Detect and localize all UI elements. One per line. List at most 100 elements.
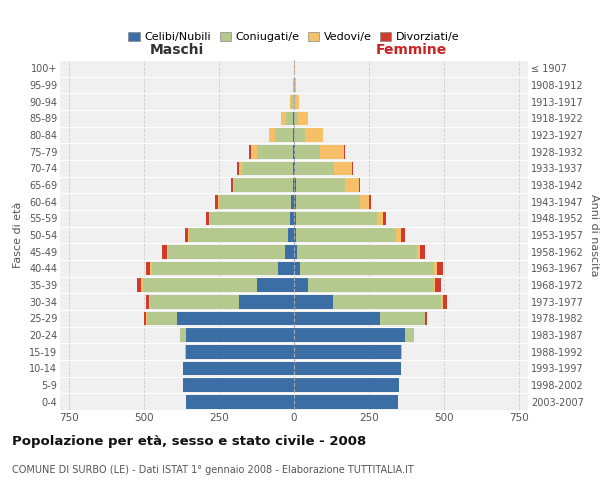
Bar [146, 295, 149, 308]
Bar [137, 278, 141, 292]
Bar [295, 78, 296, 92]
Bar [360, 195, 369, 208]
Bar [275, 128, 293, 142]
Bar [180, 328, 186, 342]
Bar [293, 128, 294, 142]
Bar [286, 112, 293, 125]
Y-axis label: Fasce di età: Fasce di età [13, 202, 23, 268]
Bar [333, 295, 441, 308]
Bar [345, 178, 359, 192]
Bar [437, 262, 443, 275]
Bar [277, 262, 294, 275]
Bar [150, 262, 151, 275]
Bar [369, 195, 371, 208]
Bar [294, 345, 401, 358]
Bar [396, 228, 401, 242]
Bar [425, 312, 427, 325]
Bar [380, 312, 425, 325]
Bar [241, 162, 293, 175]
Bar [294, 295, 333, 308]
Bar [257, 145, 293, 158]
Legend: Celibi/Nubili, Coniugati/e, Vedovi/e, Divorziati/e: Celibi/Nubili, Coniugati/e, Vedovi/e, Di… [124, 27, 464, 46]
Bar [420, 245, 425, 258]
Bar [291, 195, 294, 208]
Bar [298, 112, 308, 125]
Bar [257, 278, 294, 292]
Bar [185, 345, 186, 358]
Bar [177, 312, 294, 325]
Bar [294, 395, 398, 408]
Bar [146, 262, 150, 275]
Bar [187, 228, 189, 242]
Bar [294, 328, 405, 342]
Bar [219, 195, 291, 208]
Bar [294, 228, 296, 242]
Bar [294, 378, 399, 392]
Bar [435, 278, 441, 292]
Y-axis label: Anni di nascita: Anni di nascita [589, 194, 599, 276]
Bar [183, 378, 294, 392]
Text: Maschi: Maschi [150, 42, 204, 56]
Bar [296, 212, 377, 225]
Text: Femmine: Femmine [376, 42, 446, 56]
Bar [151, 262, 277, 275]
Bar [294, 212, 296, 225]
Text: Popolazione per età, sesso e stato civile - 2008: Popolazione per età, sesso e stato civil… [12, 435, 366, 448]
Bar [141, 278, 143, 292]
Bar [285, 245, 294, 258]
Bar [294, 145, 295, 158]
Bar [443, 295, 447, 308]
Bar [320, 145, 344, 158]
Bar [146, 312, 147, 325]
Bar [239, 295, 294, 308]
Bar [186, 345, 294, 358]
Bar [295, 128, 305, 142]
Bar [293, 112, 294, 125]
Bar [401, 345, 402, 358]
Bar [249, 145, 251, 158]
Bar [296, 228, 396, 242]
Bar [215, 195, 218, 208]
Bar [251, 145, 257, 158]
Bar [209, 212, 210, 225]
Bar [293, 78, 294, 92]
Bar [210, 212, 290, 225]
Bar [334, 162, 352, 175]
Bar [294, 278, 308, 292]
Bar [295, 145, 320, 158]
Bar [294, 312, 380, 325]
Bar [377, 212, 383, 225]
Bar [294, 162, 295, 175]
Bar [239, 162, 241, 175]
Bar [295, 162, 334, 175]
Bar [417, 245, 420, 258]
Bar [292, 95, 294, 108]
Bar [185, 228, 187, 242]
Bar [189, 228, 288, 242]
Bar [295, 112, 298, 125]
Bar [294, 195, 296, 208]
Bar [405, 328, 414, 342]
Bar [294, 95, 295, 108]
Bar [233, 178, 234, 192]
Bar [183, 362, 294, 375]
Bar [168, 245, 285, 258]
Bar [234, 178, 293, 192]
Bar [297, 245, 417, 258]
Bar [344, 145, 345, 158]
Bar [231, 178, 233, 192]
Bar [296, 195, 360, 208]
Bar [401, 228, 405, 242]
Bar [144, 312, 146, 325]
Bar [433, 278, 435, 292]
Bar [294, 245, 297, 258]
Bar [383, 212, 386, 225]
Bar [237, 162, 239, 175]
Bar [281, 112, 286, 125]
Bar [441, 295, 443, 308]
Bar [143, 278, 257, 292]
Bar [293, 145, 294, 158]
Bar [300, 262, 433, 275]
Bar [294, 262, 300, 275]
Bar [294, 178, 296, 192]
